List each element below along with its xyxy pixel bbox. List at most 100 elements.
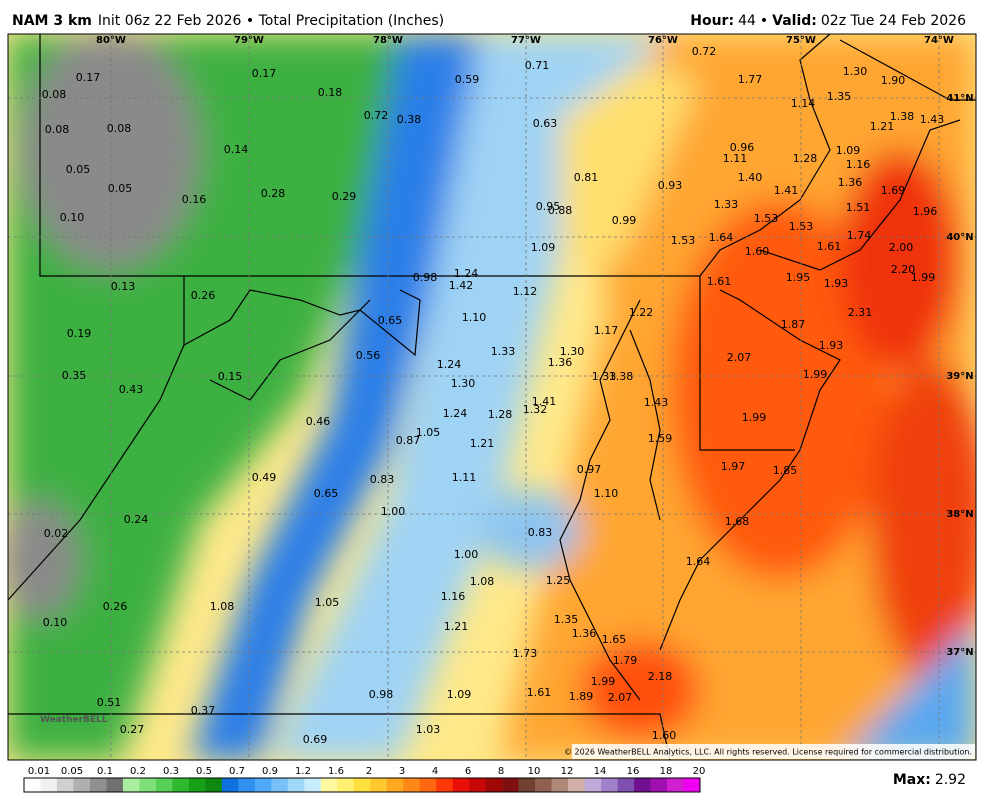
colorbar-frame	[23, 777, 701, 793]
point-value: 2.20	[891, 263, 916, 276]
point-value: 2.18	[648, 670, 673, 683]
point-value: 1.93	[819, 339, 844, 352]
point-value: 0.65	[378, 314, 403, 327]
point-value: 1.09	[836, 144, 861, 157]
point-value: 1.03	[416, 723, 441, 736]
point-value: 0.08	[107, 122, 132, 135]
latitude-label: 39°N	[946, 371, 973, 382]
hour: 44	[738, 13, 756, 29]
point-value: 0.96	[730, 141, 755, 154]
point-value: 0.59	[455, 73, 480, 86]
latitude-label: 41°N	[946, 93, 973, 104]
valid-label: Valid:	[772, 13, 817, 29]
colorbar-swatch	[337, 778, 355, 792]
map-frame	[7, 33, 977, 761]
point-value: 0.26	[191, 289, 216, 302]
colorbar-label: 20	[693, 766, 706, 777]
point-value: 1.22	[629, 306, 654, 319]
colorbar-swatch	[485, 778, 503, 792]
point-value: 0.98	[413, 271, 438, 284]
title: NAM 3 km Init 06z 22 Feb 2026 • Total Pre…	[12, 13, 444, 29]
colorbar-label: 4	[432, 766, 438, 777]
point-value: 1.10	[462, 311, 487, 324]
latitude-label: 37°N	[946, 647, 973, 658]
colorbar-swatch	[24, 778, 41, 792]
colorbar-label: 10	[528, 766, 541, 777]
point-value: 0.99	[612, 214, 637, 227]
point-value: 0.72	[692, 45, 717, 58]
point-value: 0.08	[45, 123, 70, 136]
point-value: 1.64	[709, 231, 734, 244]
point-value: 1.24	[443, 407, 468, 420]
point-value: 0.05	[66, 163, 91, 176]
point-value: 1.79	[613, 654, 638, 667]
copyright-bg	[572, 744, 975, 759]
colorbar-swatch	[287, 778, 305, 792]
point-value: 1.36	[838, 176, 863, 189]
colorbar-label: 16	[627, 766, 640, 777]
point-value: 0.08	[42, 88, 67, 101]
point-value: 1.30	[451, 377, 476, 390]
point-value: 1.41	[532, 395, 557, 408]
point-value: 1.24	[454, 267, 479, 280]
point-value: 0.14	[224, 143, 249, 156]
latitude-label: 38°N	[946, 509, 973, 520]
point-value: 0.17	[252, 67, 277, 80]
colorbar-swatch	[320, 778, 338, 792]
point-value: 0.43	[119, 383, 144, 396]
point-value: 1.30	[843, 65, 868, 78]
point-value: 0.18	[318, 86, 343, 99]
point-value: 1.99	[803, 368, 828, 381]
point-value: 1.51	[846, 201, 871, 214]
point-value: 1.33	[491, 345, 516, 358]
point-value: 1.68	[725, 515, 750, 528]
point-value: 1.61	[817, 240, 842, 253]
point-value: 1.43	[920, 113, 945, 126]
colorbar-label: 8	[498, 766, 504, 777]
point-value: 2.00	[889, 241, 914, 254]
point-value: 1.73	[513, 647, 538, 660]
colorbar-swatch	[403, 778, 421, 792]
point-value: 0.05	[108, 182, 133, 195]
point-value: 0.71	[525, 59, 550, 72]
point-value: 1.43	[644, 396, 669, 409]
point-value: 0.16	[182, 193, 207, 206]
latitude-label: 40°N	[946, 232, 973, 243]
colorbar-label: 0.9	[262, 766, 278, 777]
longitude-label: 76°W	[648, 35, 678, 46]
point-value: 1.41	[774, 184, 799, 197]
point-value: 0.51	[97, 696, 122, 709]
colorbar-label: 14	[594, 766, 607, 777]
point-value: 0.19	[67, 327, 92, 340]
point-value: 1.12	[513, 285, 538, 298]
point-value: 1.59	[648, 432, 673, 445]
point-value: 0.17	[76, 71, 101, 84]
point-value: 1.40	[738, 171, 763, 184]
point-value: 1.53	[754, 212, 779, 225]
point-value: 1.95	[786, 271, 811, 284]
point-value: 0.72	[364, 109, 389, 122]
point-value: 0.87	[396, 434, 421, 447]
model: NAM 3 km	[12, 13, 92, 29]
point-value: 0.35	[62, 369, 87, 382]
valid: 02z Tue 24 Feb 2026	[821, 13, 966, 29]
point-value: 1.42	[449, 279, 474, 292]
graticule	[8, 34, 976, 760]
longitude-label: 79°W	[234, 35, 264, 46]
colorbar-swatch	[106, 778, 124, 792]
point-value: 0.10	[60, 211, 85, 224]
colorbar-label: 18	[660, 766, 673, 777]
point-value: 1.21	[870, 120, 895, 133]
colorbar-swatch	[551, 778, 569, 792]
point-value: 1.97	[721, 460, 746, 473]
point-value: 0.02	[44, 527, 69, 540]
point-value: 1.38	[890, 110, 915, 123]
point-value: 0.13	[111, 280, 136, 293]
point-value: 1.33	[714, 198, 739, 211]
point-value: 1.05	[315, 596, 340, 609]
hour-label: Hour:	[690, 13, 734, 29]
colorbar-swatch	[155, 778, 173, 792]
overlay: NAM 3 km Init 06z 22 Feb 2026 • Total Pre…	[12, 13, 975, 788]
point-value: 1.00	[381, 505, 406, 518]
valid-info: Hour: 44 • Valid: 02z Tue 24 Feb 2026	[690, 13, 966, 29]
